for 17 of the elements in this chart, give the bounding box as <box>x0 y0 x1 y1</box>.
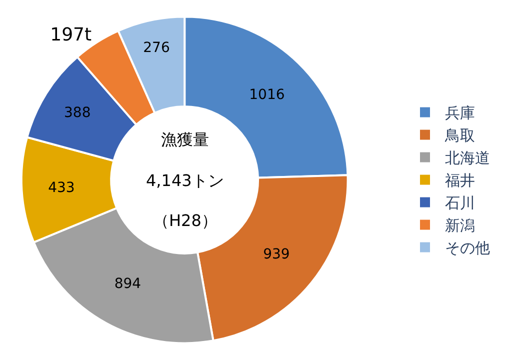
data-label: 388 <box>64 104 91 121</box>
legend-label: 石川 <box>445 194 475 212</box>
data-label: 894 <box>114 276 142 292</box>
legend-label: その他 <box>445 239 490 258</box>
text: 漁獲量 <box>161 130 209 149</box>
legend-label: 鳥取 <box>444 126 475 145</box>
data-label: 1016 <box>249 87 285 104</box>
legend-label: 新潟 <box>445 216 475 235</box>
legend-label: 兵庫 <box>445 104 475 122</box>
data-label: 276 <box>143 40 170 56</box>
data-label: 939 <box>263 246 290 263</box>
text: 4,143トン <box>146 171 224 190</box>
text: （H28） <box>153 211 218 230</box>
data-label: 433 <box>48 180 75 196</box>
data-label: 197t <box>50 24 92 46</box>
legend-label: 福井 <box>445 172 475 190</box>
legend-label: 北海道 <box>445 149 490 168</box>
